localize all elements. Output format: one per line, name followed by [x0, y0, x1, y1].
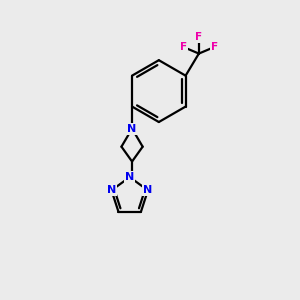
Text: F: F: [180, 42, 187, 52]
Text: N: N: [143, 185, 152, 195]
Text: F: F: [195, 32, 203, 42]
Text: N: N: [107, 185, 116, 195]
Text: N: N: [128, 124, 137, 134]
Text: F: F: [211, 42, 218, 52]
Text: N: N: [125, 172, 134, 182]
